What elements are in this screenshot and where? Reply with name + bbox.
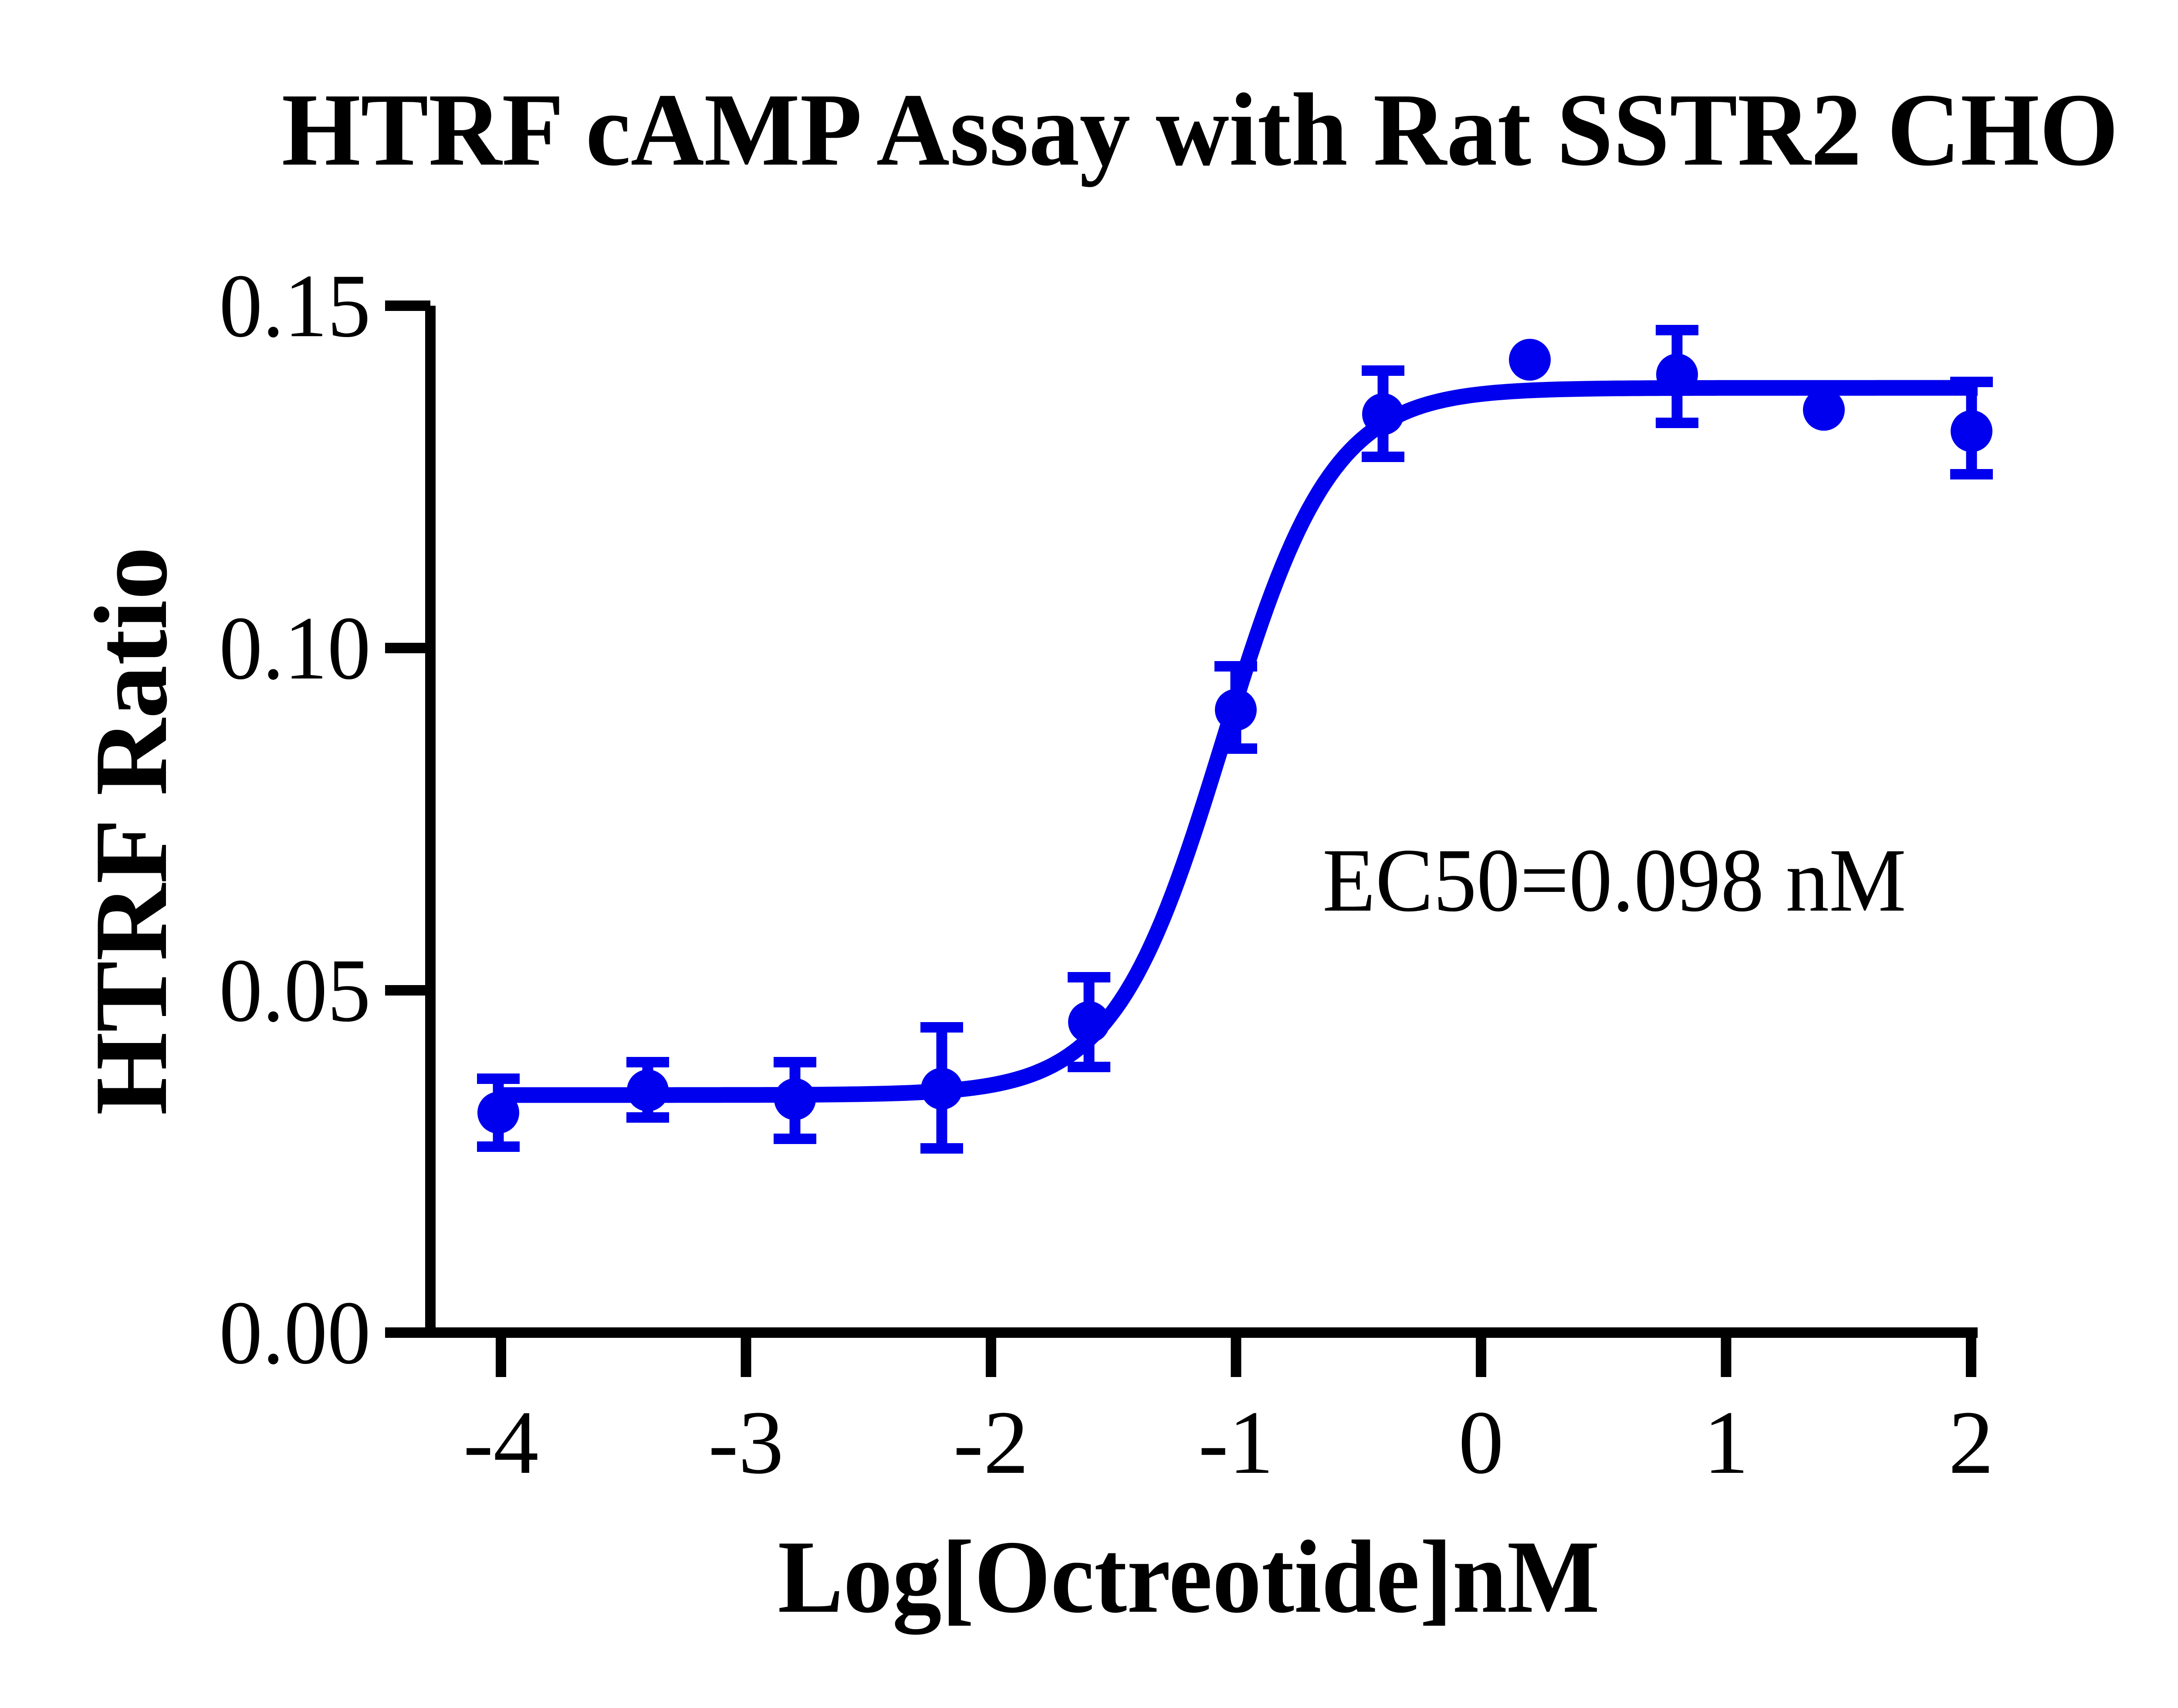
svg-text:0.10: 0.10 [219, 598, 371, 698]
svg-text:0.05: 0.05 [219, 940, 371, 1040]
svg-text:-4: -4 [463, 1392, 538, 1492]
svg-text:2: 2 [1948, 1392, 1994, 1492]
svg-text:HTRF cAMP Assay with Rat SSTR2: HTRF cAMP Assay with Rat SSTR2 CHO [282, 72, 2119, 187]
svg-text:Log[Octreotide]nM: Log[Octreotide]nM [778, 1519, 1600, 1635]
svg-text:HTRF Ratio: HTRF Ratio [73, 547, 189, 1115]
svg-text:0.00: 0.00 [219, 1283, 371, 1383]
svg-text:-3: -3 [708, 1392, 784, 1492]
svg-text:0: 0 [1458, 1392, 1504, 1492]
svg-text:0.15: 0.15 [219, 256, 371, 356]
svg-text:1: 1 [1704, 1392, 1749, 1492]
svg-text:-2: -2 [953, 1392, 1028, 1492]
svg-text:-1: -1 [1198, 1392, 1274, 1492]
svg-text:EC50=0.098 nM: EC50=0.098 nM [1322, 830, 1906, 930]
